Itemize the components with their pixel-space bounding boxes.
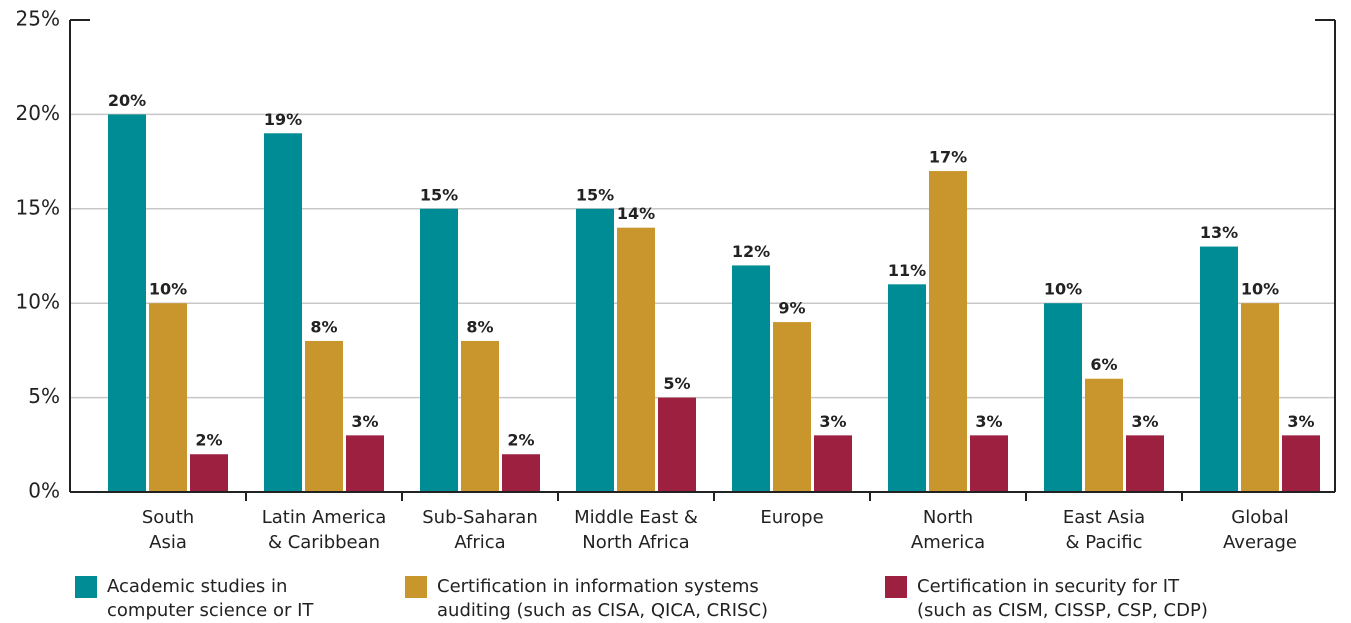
bar (970, 435, 1008, 492)
bar (420, 208, 458, 493)
value-label: 2% (195, 431, 222, 450)
value-label: 20% (108, 91, 146, 110)
y-tick-label: 5% (28, 384, 60, 408)
value-label: 12% (732, 242, 770, 261)
y-tick-label: 10% (16, 290, 60, 314)
x-tick-label-line: Europe (760, 507, 823, 528)
bar (929, 171, 967, 493)
x-tick-label: Europe (760, 507, 823, 528)
legend-label: Certification in information systems audi… (437, 576, 768, 621)
x-tick-label-line: Middle East & (574, 507, 698, 528)
value-label: 2% (507, 431, 534, 450)
bar (1085, 378, 1123, 492)
value-label: 3% (819, 412, 846, 431)
value-label: 3% (1131, 412, 1158, 431)
legend-label: Academic studies in computer science or I… (107, 576, 314, 621)
x-tick-label: Global Average (1223, 507, 1297, 553)
value-label: 11% (888, 261, 926, 280)
x-tick-label: Latin America & Caribbean (262, 507, 387, 553)
x-tick-label-line: & Caribbean (268, 532, 380, 553)
legend-label-line: auditing (such as CISA, QICA, CRISC) (437, 600, 768, 621)
x-tick-label: East Asia & Pacific (1063, 507, 1145, 553)
x-tick-label-line: East Asia (1063, 507, 1145, 528)
bar (1200, 246, 1238, 492)
y-tick-label: 20% (16, 101, 60, 125)
legend-label: Certification in security for IT (such as… (917, 576, 1208, 621)
value-label: 6% (1090, 355, 1117, 374)
bar (617, 227, 655, 492)
value-label: 3% (1287, 412, 1314, 431)
value-label: 8% (466, 317, 493, 336)
legend-label-line: computer science or IT (107, 600, 314, 621)
legend-label-line: (such as CISM, CISSP, CSP, CDP) (917, 600, 1208, 621)
y-tick-label: 15% (16, 195, 60, 219)
bar (576, 208, 614, 493)
legend-label-line: Certification in information systems (437, 576, 759, 597)
bar (658, 397, 696, 492)
x-tick-label-line: North Africa (582, 532, 689, 553)
value-label: 10% (1044, 280, 1082, 299)
value-label: 10% (1241, 280, 1279, 299)
bar (502, 454, 540, 492)
x-tick-label-line: Latin America (262, 507, 387, 528)
legend-label-line: Certification in security for IT (917, 576, 1180, 597)
x-tick-label: North America (911, 507, 985, 553)
bar (346, 435, 384, 492)
value-label: 14% (617, 204, 655, 223)
value-label: 15% (420, 185, 458, 204)
value-label: 10% (149, 280, 187, 299)
x-tick-label: Sub-Saharan Africa (422, 507, 538, 553)
legend-swatch (405, 576, 427, 598)
value-label: 3% (975, 412, 1002, 431)
value-label: 19% (264, 110, 302, 129)
bar (264, 133, 302, 492)
bar (149, 303, 187, 492)
x-tick-label-line: Global (1231, 507, 1288, 528)
x-tick-label-line: South (142, 507, 194, 528)
bar (1126, 435, 1164, 492)
x-tick-label-line: America (911, 532, 985, 553)
value-label: 13% (1200, 223, 1238, 242)
bar (1282, 435, 1320, 492)
x-tick-label-line: Sub-Saharan (422, 507, 538, 528)
legend-swatch (885, 576, 907, 598)
x-tick-label-line: Asia (149, 532, 187, 553)
x-tick-label-line: & Pacific (1066, 532, 1143, 553)
value-label: 3% (351, 412, 378, 431)
x-tick-label: South Asia (142, 507, 194, 553)
value-label: 8% (310, 317, 337, 336)
bar (814, 435, 852, 492)
bar (108, 114, 146, 493)
bar (1241, 303, 1279, 492)
x-tick-label-line: North (923, 507, 973, 528)
value-label: 9% (778, 299, 805, 318)
x-tick-label-line: Average (1223, 532, 1297, 553)
bar (888, 284, 926, 492)
bar (305, 340, 343, 492)
bar (732, 265, 770, 492)
bar (461, 340, 499, 492)
bar (773, 322, 811, 492)
x-tick-label: Middle East & North Africa (574, 507, 698, 553)
legend-label-line: Academic studies in (107, 576, 287, 597)
value-label: 5% (663, 374, 690, 393)
bar (1044, 303, 1082, 492)
y-tick-label: 25% (16, 7, 60, 31)
bar (190, 454, 228, 492)
y-tick-label: 0% (28, 479, 60, 503)
x-tick-label-line: Africa (454, 532, 505, 553)
value-label: 17% (929, 148, 967, 167)
legend-swatch (75, 576, 97, 598)
value-label: 15% (576, 185, 614, 204)
